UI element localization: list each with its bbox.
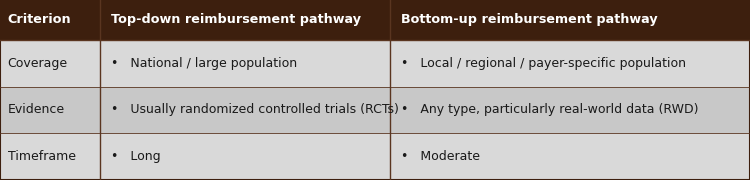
Bar	[0, 0, 100, 40]
Text: Top-down reimbursement pathway: Top-down reimbursement pathway	[111, 14, 361, 26]
Text: •   Any type, particularly real-world data (RWD): • Any type, particularly real-world data…	[401, 103, 699, 116]
Text: •   Moderate: • Moderate	[401, 150, 480, 163]
Bar	[0, 87, 750, 133]
Bar	[100, 0, 390, 40]
Text: Timeframe: Timeframe	[8, 150, 76, 163]
Text: Bottom-up reimbursement pathway: Bottom-up reimbursement pathway	[401, 14, 658, 26]
Text: •   Long: • Long	[111, 150, 160, 163]
Text: Evidence: Evidence	[8, 103, 64, 116]
Text: Coverage: Coverage	[8, 57, 68, 70]
Text: •   Usually randomized controlled trials (RCTs): • Usually randomized controlled trials (…	[111, 103, 399, 116]
Bar	[0, 133, 750, 180]
Text: •   Local / regional / payer-specific population: • Local / regional / payer-specific popu…	[401, 57, 686, 70]
Bar	[390, 0, 750, 40]
Text: •   National / large population: • National / large population	[111, 57, 297, 70]
Bar	[0, 40, 750, 87]
Text: Criterion: Criterion	[8, 14, 71, 26]
